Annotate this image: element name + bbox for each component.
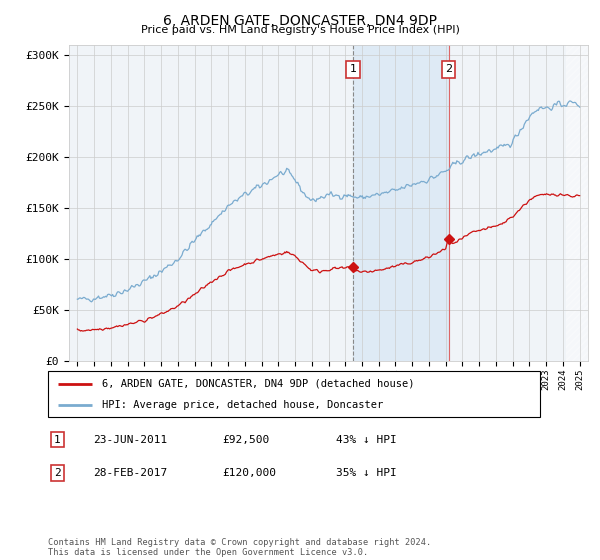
- Text: £92,500: £92,500: [222, 435, 269, 445]
- Text: £120,000: £120,000: [222, 468, 276, 478]
- Text: 23-JUN-2011: 23-JUN-2011: [93, 435, 167, 445]
- FancyBboxPatch shape: [48, 371, 540, 417]
- Text: 2: 2: [54, 468, 61, 478]
- Bar: [353, 45, 449, 361]
- Text: Contains HM Land Registry data © Crown copyright and database right 2024.
This d: Contains HM Land Registry data © Crown c…: [48, 538, 431, 557]
- Text: 6, ARDEN GATE, DONCASTER, DN4 9DP: 6, ARDEN GATE, DONCASTER, DN4 9DP: [163, 14, 437, 28]
- Bar: [566, 45, 588, 361]
- Text: 6, ARDEN GATE, DONCASTER, DN4 9DP (detached house): 6, ARDEN GATE, DONCASTER, DN4 9DP (detac…: [102, 379, 415, 389]
- Text: HPI: Average price, detached house, Doncaster: HPI: Average price, detached house, Donc…: [102, 400, 383, 410]
- Text: 1: 1: [54, 435, 61, 445]
- Text: 1: 1: [350, 64, 356, 74]
- Text: 43% ↓ HPI: 43% ↓ HPI: [336, 435, 397, 445]
- Text: 2: 2: [445, 64, 452, 74]
- Text: Price paid vs. HM Land Registry's House Price Index (HPI): Price paid vs. HM Land Registry's House …: [140, 25, 460, 35]
- Text: 35% ↓ HPI: 35% ↓ HPI: [336, 468, 397, 478]
- Text: 28-FEB-2017: 28-FEB-2017: [93, 468, 167, 478]
